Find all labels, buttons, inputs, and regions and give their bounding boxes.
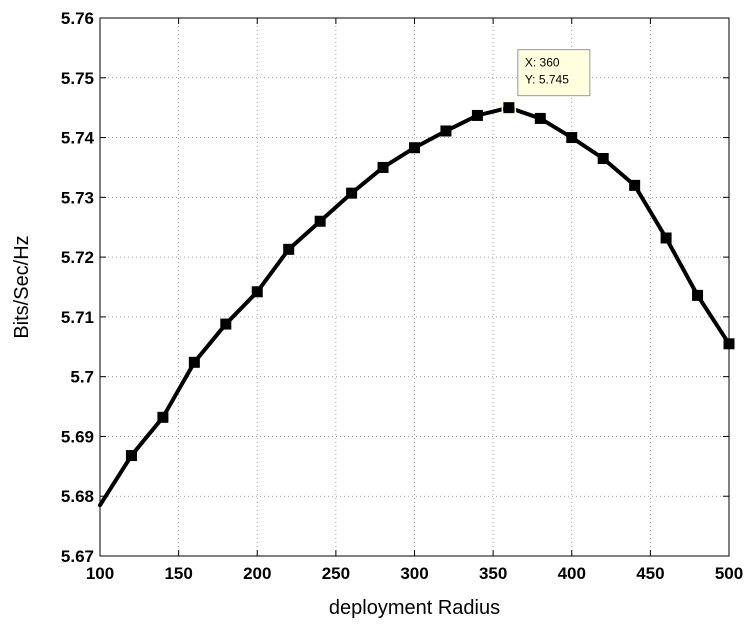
datatip-marker xyxy=(501,100,517,115)
y-tick-label: 5.74 xyxy=(61,129,95,148)
data-point-marker xyxy=(692,289,704,301)
y-axis-label: Bits/Sec/Hz xyxy=(11,235,33,338)
data-point-marker xyxy=(534,112,546,124)
data-point-marker xyxy=(660,232,672,244)
data-point-marker xyxy=(188,356,200,368)
data-point-marker xyxy=(503,102,515,114)
y-tick-label: 5.71 xyxy=(61,308,94,327)
y-tick-label: 5.68 xyxy=(61,487,94,506)
y-tick-label: 5.76 xyxy=(61,9,94,28)
y-tick-label: 5.69 xyxy=(61,427,94,446)
x-tick-label: 200 xyxy=(243,564,271,583)
data-point-marker xyxy=(440,125,452,137)
axis-ticks: 100 150 200 250 300 350 400 450 500 5.67 5.68 5.69 5… xyxy=(61,9,743,583)
y-tick-label: 5.7 xyxy=(70,368,94,387)
data-point-marker xyxy=(125,450,137,462)
y-tick-label: 5.75 xyxy=(61,69,94,88)
y-tick-label: 5.72 xyxy=(61,248,94,267)
y-tick-label: 5.73 xyxy=(61,188,94,207)
x-tick-label: 100 xyxy=(86,564,114,583)
x-tick-label: 400 xyxy=(558,564,586,583)
data-point-marker xyxy=(629,179,641,191)
datatip-x-text: X: 360 xyxy=(525,56,560,70)
data-point-marker xyxy=(220,318,232,330)
x-tick-label: 500 xyxy=(715,564,743,583)
data-point-marker xyxy=(314,215,326,227)
grid-lines xyxy=(99,17,730,557)
x-tick-label: 300 xyxy=(400,564,428,583)
datatip-box xyxy=(517,49,591,97)
data-point-marker xyxy=(597,152,609,164)
data-point-marker xyxy=(283,243,295,255)
data-point-marker xyxy=(346,187,358,199)
datatip: X: 360 Y: 5.745 xyxy=(501,49,591,115)
x-tick-label: 250 xyxy=(322,564,350,583)
data-point-marker xyxy=(251,286,263,298)
data-point-marker xyxy=(723,338,735,350)
data-point-marker xyxy=(377,161,389,173)
x-axis-label: deployment Radius xyxy=(329,597,500,619)
x-tick-label: 450 xyxy=(636,564,664,583)
y-tick-label: 5.67 xyxy=(61,547,94,566)
data-point-marker xyxy=(566,132,578,144)
data-point-marker xyxy=(471,109,483,121)
data-point-marker xyxy=(157,411,169,423)
data-point-marker xyxy=(409,142,420,154)
x-tick-label: 150 xyxy=(164,564,192,583)
x-tick-label: 350 xyxy=(479,564,507,583)
series-markers xyxy=(125,102,735,462)
datatip-y-text: Y: 5.745 xyxy=(525,73,569,87)
